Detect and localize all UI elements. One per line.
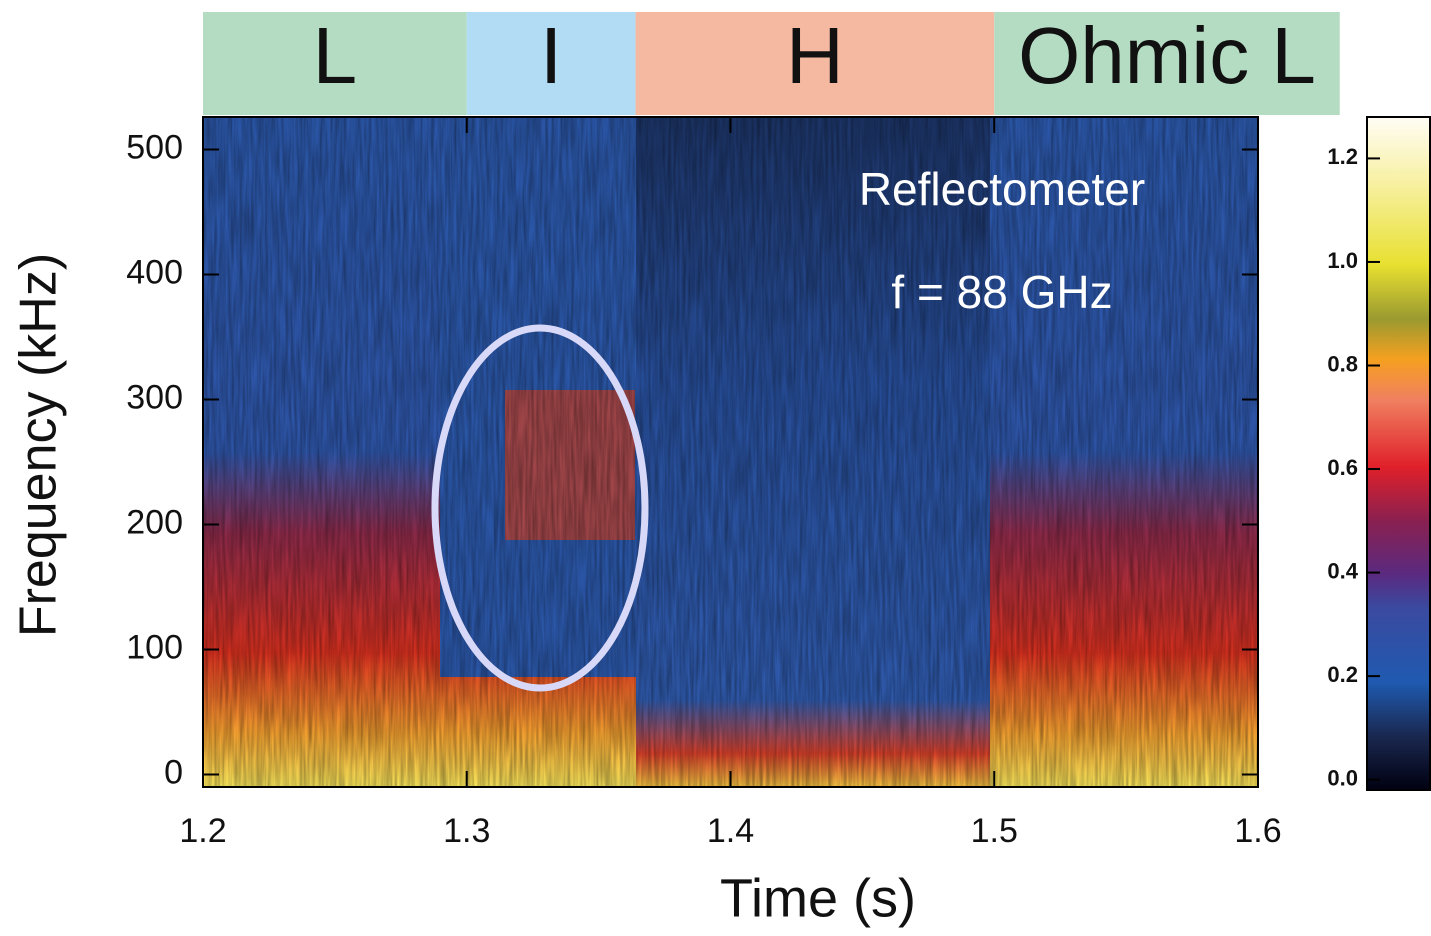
x-tick-label: 1.3 (443, 812, 490, 850)
annotation: Reflectometer (859, 163, 1145, 215)
y-tick-label: 400 (126, 253, 183, 291)
y-tick-label: 500 (126, 128, 183, 166)
y-tick-label: 200 (126, 503, 183, 541)
phase-band (466, 12, 636, 115)
colorbar-tick-label: 0.2 (1327, 662, 1358, 687)
y-axis-label: Frequency (kHz) (10, 253, 68, 637)
x-tick-label: 1.5 (971, 812, 1018, 850)
colorbar-tick-label: 0.0 (1327, 765, 1358, 790)
colorbar-tick-label: 1.2 (1327, 144, 1358, 169)
phase-band (203, 12, 467, 115)
y-tick-label: 100 (126, 628, 183, 666)
colorbar-tick-label: 1.0 (1327, 248, 1358, 273)
phase-band (994, 12, 1340, 115)
phase-label: L (313, 11, 358, 100)
x-axis-label: Time (s) (720, 868, 916, 928)
y-tick-label: 0 (164, 753, 183, 791)
phase-label: I (540, 11, 562, 100)
x-tick-label: 1.6 (1234, 812, 1281, 850)
phase-band (635, 12, 995, 115)
phase-label: Ohmic L (1018, 11, 1316, 100)
colorbar-tick-label: 0.4 (1327, 558, 1358, 583)
y-tick-label: 300 (126, 378, 183, 416)
x-tick-label: 1.4 (707, 812, 754, 850)
colorbar-tick-label: 0.8 (1327, 351, 1358, 376)
phase-label: H (786, 11, 844, 100)
heatmap-texture (203, 117, 1258, 787)
phase-bar: L I H Ohmic L (203, 11, 1340, 115)
highlight-ellipse (431, 324, 649, 692)
x-tick-label: 1.2 (179, 812, 226, 850)
axes: 1.2 1.3 1.4 1.5 1.6 0 100 200 300 400 500 (126, 117, 1282, 850)
annotation: f = 88 GHz (891, 266, 1112, 318)
colorbar-ticks: 0.0 0.2 0.4 0.6 0.8 1.0 1.2 (1327, 144, 1380, 790)
colorbar-tick-label: 0.6 (1327, 455, 1358, 480)
colorbar (1366, 116, 1431, 791)
spectrogram-image (203, 117, 1258, 787)
